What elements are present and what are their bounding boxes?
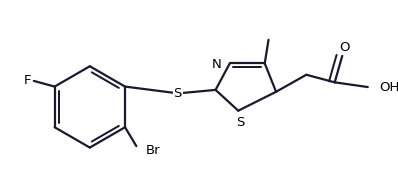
Text: Br: Br (146, 144, 160, 157)
Text: OH: OH (379, 81, 398, 94)
Text: F: F (23, 74, 31, 87)
Text: S: S (236, 117, 244, 130)
Text: O: O (339, 41, 349, 54)
Text: N: N (212, 58, 221, 71)
Text: S: S (174, 87, 182, 100)
